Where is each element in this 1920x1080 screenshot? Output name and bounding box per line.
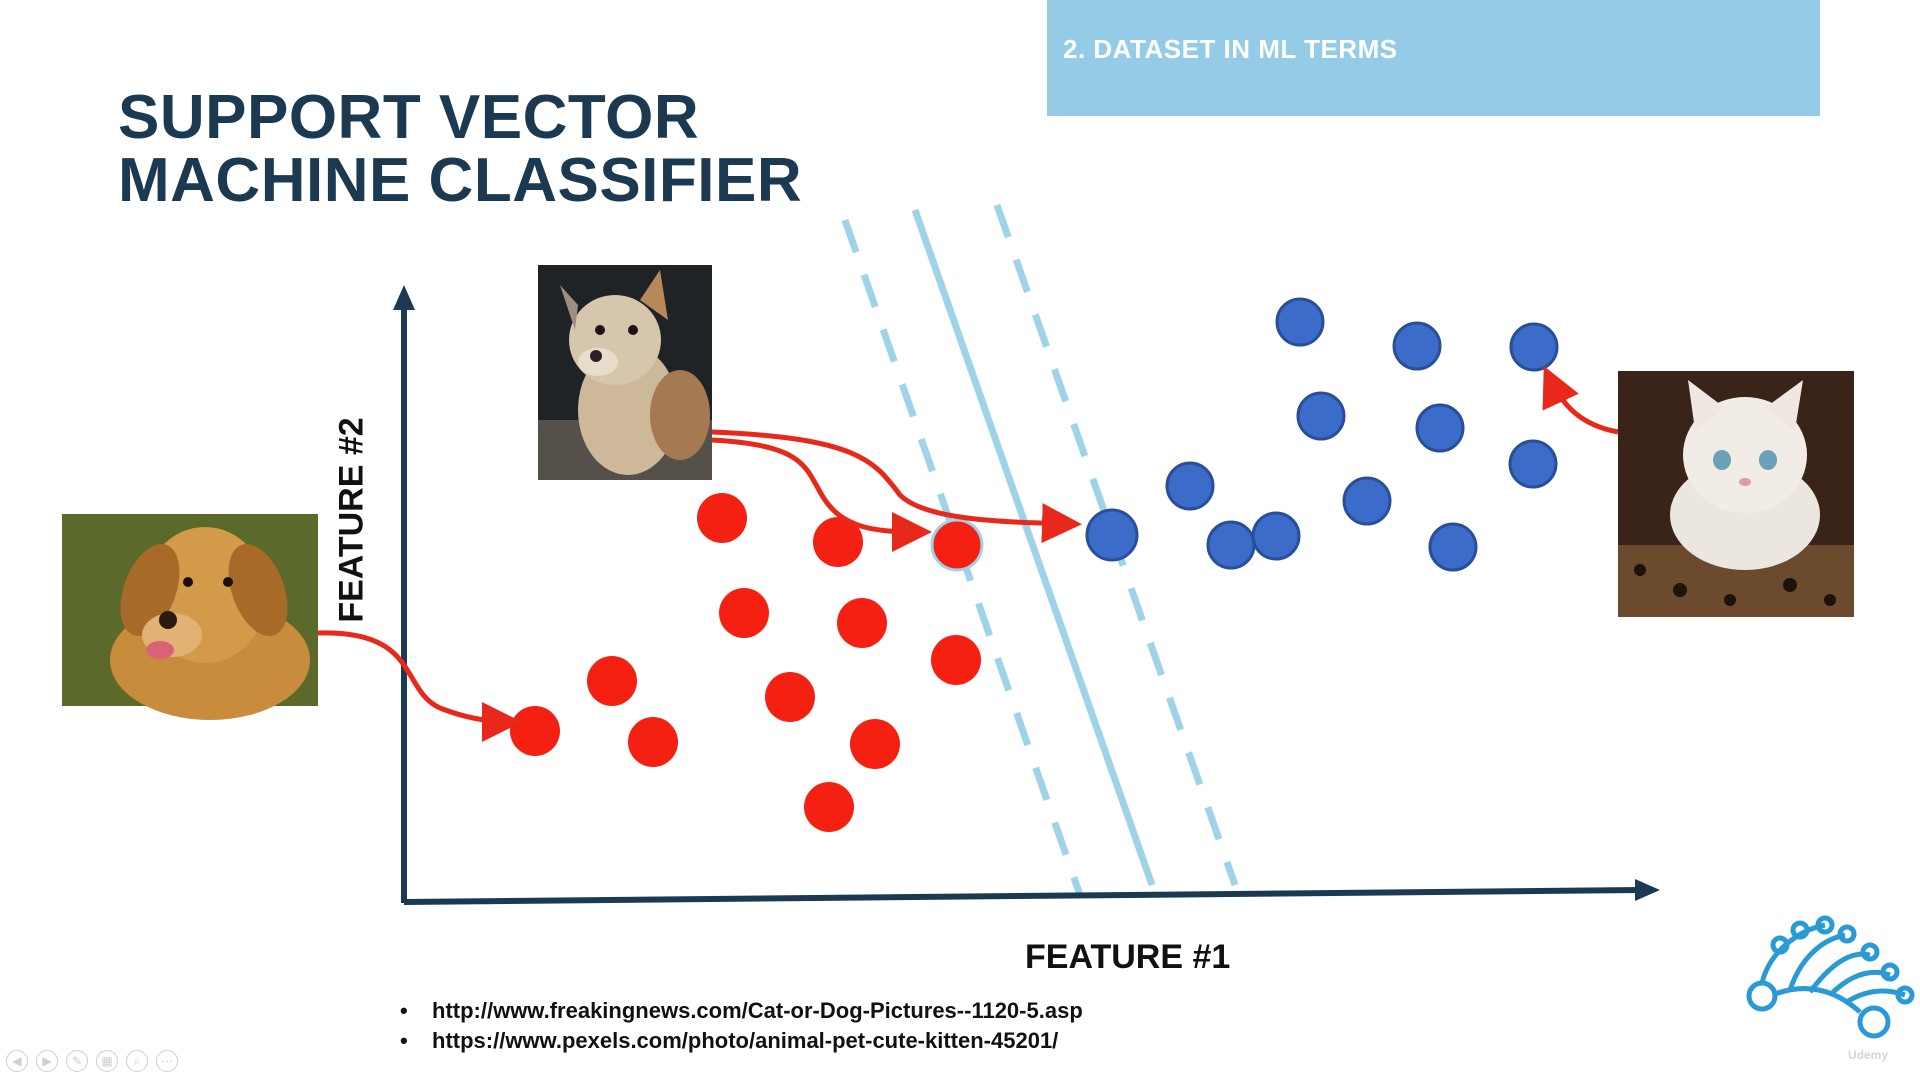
neural-tree-logo-icon xyxy=(1746,915,1915,1039)
dog-point xyxy=(930,518,984,572)
slides-icon[interactable]: ▦ xyxy=(96,1050,118,1072)
dog-point xyxy=(628,717,678,767)
slide-title-line1: SUPPORT VECTOR xyxy=(118,83,700,152)
hybrid-arrow-to-red xyxy=(711,437,932,552)
cat-point xyxy=(1085,508,1139,562)
kitten-arrow xyxy=(1542,365,1619,435)
more-icon[interactable]: ⋯ xyxy=(156,1050,178,1072)
section-banner: 2. DATASET IN ML TERMS xyxy=(1047,0,1820,116)
dog-point xyxy=(719,588,769,638)
slide-title-line2: MACHINE CLASSIFIER xyxy=(118,146,803,215)
dog-arrow xyxy=(317,630,522,742)
dog-point xyxy=(813,517,863,567)
dog-point xyxy=(850,719,900,769)
prev-icon[interactable]: ◀ xyxy=(6,1050,28,1072)
slide-title: SUPPORT VECTOR MACHINE CLASSIFIER xyxy=(118,86,802,212)
hybrid-arrow-to-blue xyxy=(711,429,1082,544)
cat-point xyxy=(1165,461,1215,511)
dog-point xyxy=(697,493,747,543)
reference-list: http://www.freakingnews.com/Cat-or-Dog-P… xyxy=(400,996,1083,1056)
cat-point xyxy=(1296,391,1346,441)
slide-controls: ◀ ▶ ✎ ▦ ⌕ ⋯ xyxy=(6,1050,178,1072)
reference-link-2[interactable]: https://www.pexels.com/photo/animal-pet-… xyxy=(400,1026,1083,1056)
dog-class-points xyxy=(510,493,984,832)
dog-point xyxy=(837,598,887,648)
y-axis-arrowhead xyxy=(393,285,415,310)
y-axis-label: FEATURE #2 xyxy=(332,417,371,623)
zoom-icon[interactable]: ⌕ xyxy=(126,1050,148,1072)
reference-link-1[interactable]: http://www.freakingnews.com/Cat-or-Dog-P… xyxy=(400,996,1083,1026)
cat-class-points xyxy=(1085,297,1559,572)
x-axis-arrowhead xyxy=(1635,879,1660,901)
dog-point xyxy=(510,706,560,756)
cat-point xyxy=(1275,297,1325,347)
cat-point xyxy=(1206,520,1256,570)
x-axis-label: FEATURE #1 xyxy=(1025,938,1231,976)
cat-point xyxy=(1509,322,1559,372)
cat-dog-hybrid-photo xyxy=(538,265,712,480)
golden-retriever-photo xyxy=(62,514,318,720)
dog-point xyxy=(931,635,981,685)
pen-icon[interactable]: ✎ xyxy=(66,1050,88,1072)
cat-point xyxy=(1508,439,1558,489)
cat-point xyxy=(1415,403,1465,453)
cat-point xyxy=(1392,321,1442,371)
cat-point xyxy=(1428,522,1478,572)
white-kitten-photo xyxy=(1618,371,1854,617)
dog-point xyxy=(765,672,815,722)
dog-point xyxy=(587,656,637,706)
section-banner-text: 2. DATASET IN ML TERMS xyxy=(1063,34,1398,64)
cat-point xyxy=(1342,476,1392,526)
x-axis xyxy=(403,887,1641,905)
cat-point xyxy=(1251,511,1301,561)
dog-point xyxy=(804,782,854,832)
decision-boundary xyxy=(911,208,1156,887)
next-icon[interactable]: ▶ xyxy=(36,1050,58,1072)
udemy-watermark: Udemy xyxy=(1848,1048,1889,1062)
